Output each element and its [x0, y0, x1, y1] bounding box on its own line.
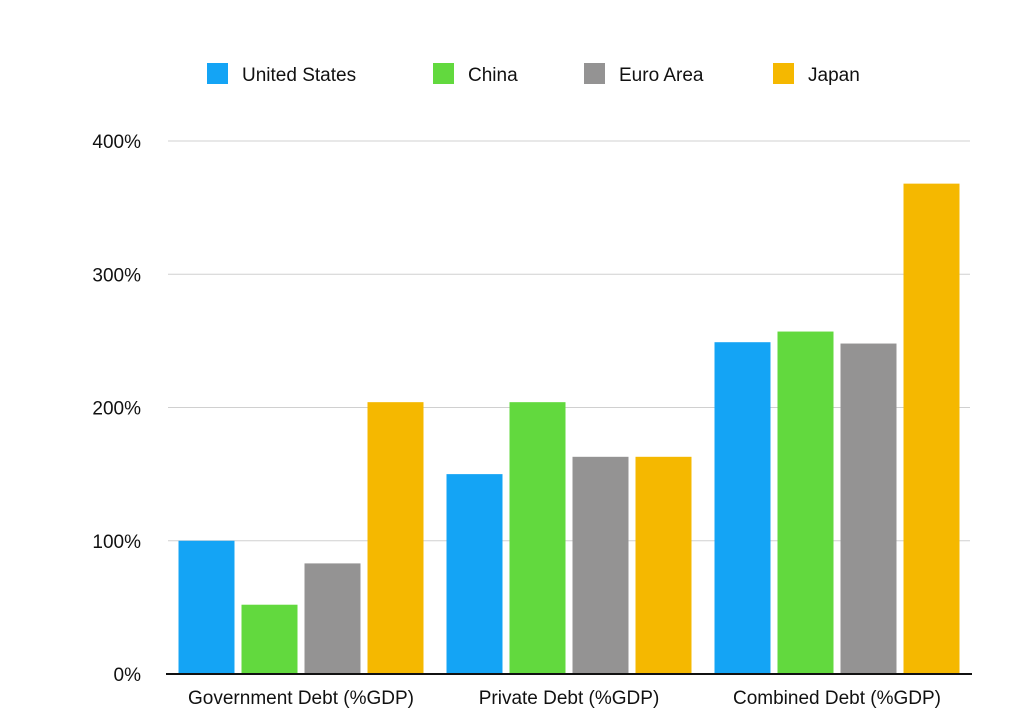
bar-euro-area-government-debt-gdp [304, 563, 361, 674]
bar-japan-combined-debt-gdp [903, 183, 960, 674]
bar-china-private-debt-gdp [509, 402, 566, 674]
x-axis-ticks: Government Debt (%GDP) Private Debt (%GDP… [188, 688, 941, 709]
y-tick-label-300: 300% [92, 265, 141, 286]
bar-united-states-private-debt-gdp [446, 474, 503, 674]
y-tick-label-0: 0% [114, 665, 142, 686]
legend-label-china: China [468, 65, 518, 86]
bar-united-states-combined-debt-gdp [714, 342, 771, 674]
x-tick-label-private-debt-gdp: Private Debt (%GDP) [479, 688, 660, 709]
y-tick-label-200: 200% [92, 399, 141, 420]
legend-item-japan: Japan [773, 63, 860, 86]
x-tick-label-government-debt-gdp: Government Debt (%GDP) [188, 688, 414, 709]
legend-swatch-euro-area [584, 63, 605, 84]
bar-japan-government-debt-gdp [367, 402, 424, 674]
legend-swatch-united-states [207, 63, 228, 84]
bar-japan-private-debt-gdp [635, 456, 692, 674]
gridlines [168, 140, 970, 542]
bar-euro-area-private-debt-gdp [572, 456, 629, 674]
bar-china-government-debt-gdp [241, 604, 298, 674]
legend-item-china: China [433, 63, 518, 86]
bar-united-states-government-debt-gdp [178, 540, 235, 674]
bar-china-combined-debt-gdp [777, 331, 834, 674]
bar-euro-area-combined-debt-gdp [840, 343, 897, 674]
bars [178, 183, 960, 674]
legend-item-euro-area: Euro Area [584, 63, 704, 86]
legend-swatch-china [433, 63, 454, 84]
legend-label-united-states: United States [242, 65, 356, 86]
legend-item-united-states: United States [207, 63, 356, 86]
legend-swatch-japan [773, 63, 794, 84]
y-tick-label-100: 100% [92, 532, 141, 553]
legend: United States China Euro Area Japan [207, 63, 860, 86]
x-tick-label-combined-debt-gdp: Combined Debt (%GDP) [733, 688, 941, 709]
legend-label-japan: Japan [808, 65, 860, 86]
legend-label-euro-area: Euro Area [619, 65, 704, 86]
y-tick-label-400: 400% [92, 132, 141, 153]
y-axis-ticks: 0% 100% 200% 300% 400% [92, 132, 141, 686]
